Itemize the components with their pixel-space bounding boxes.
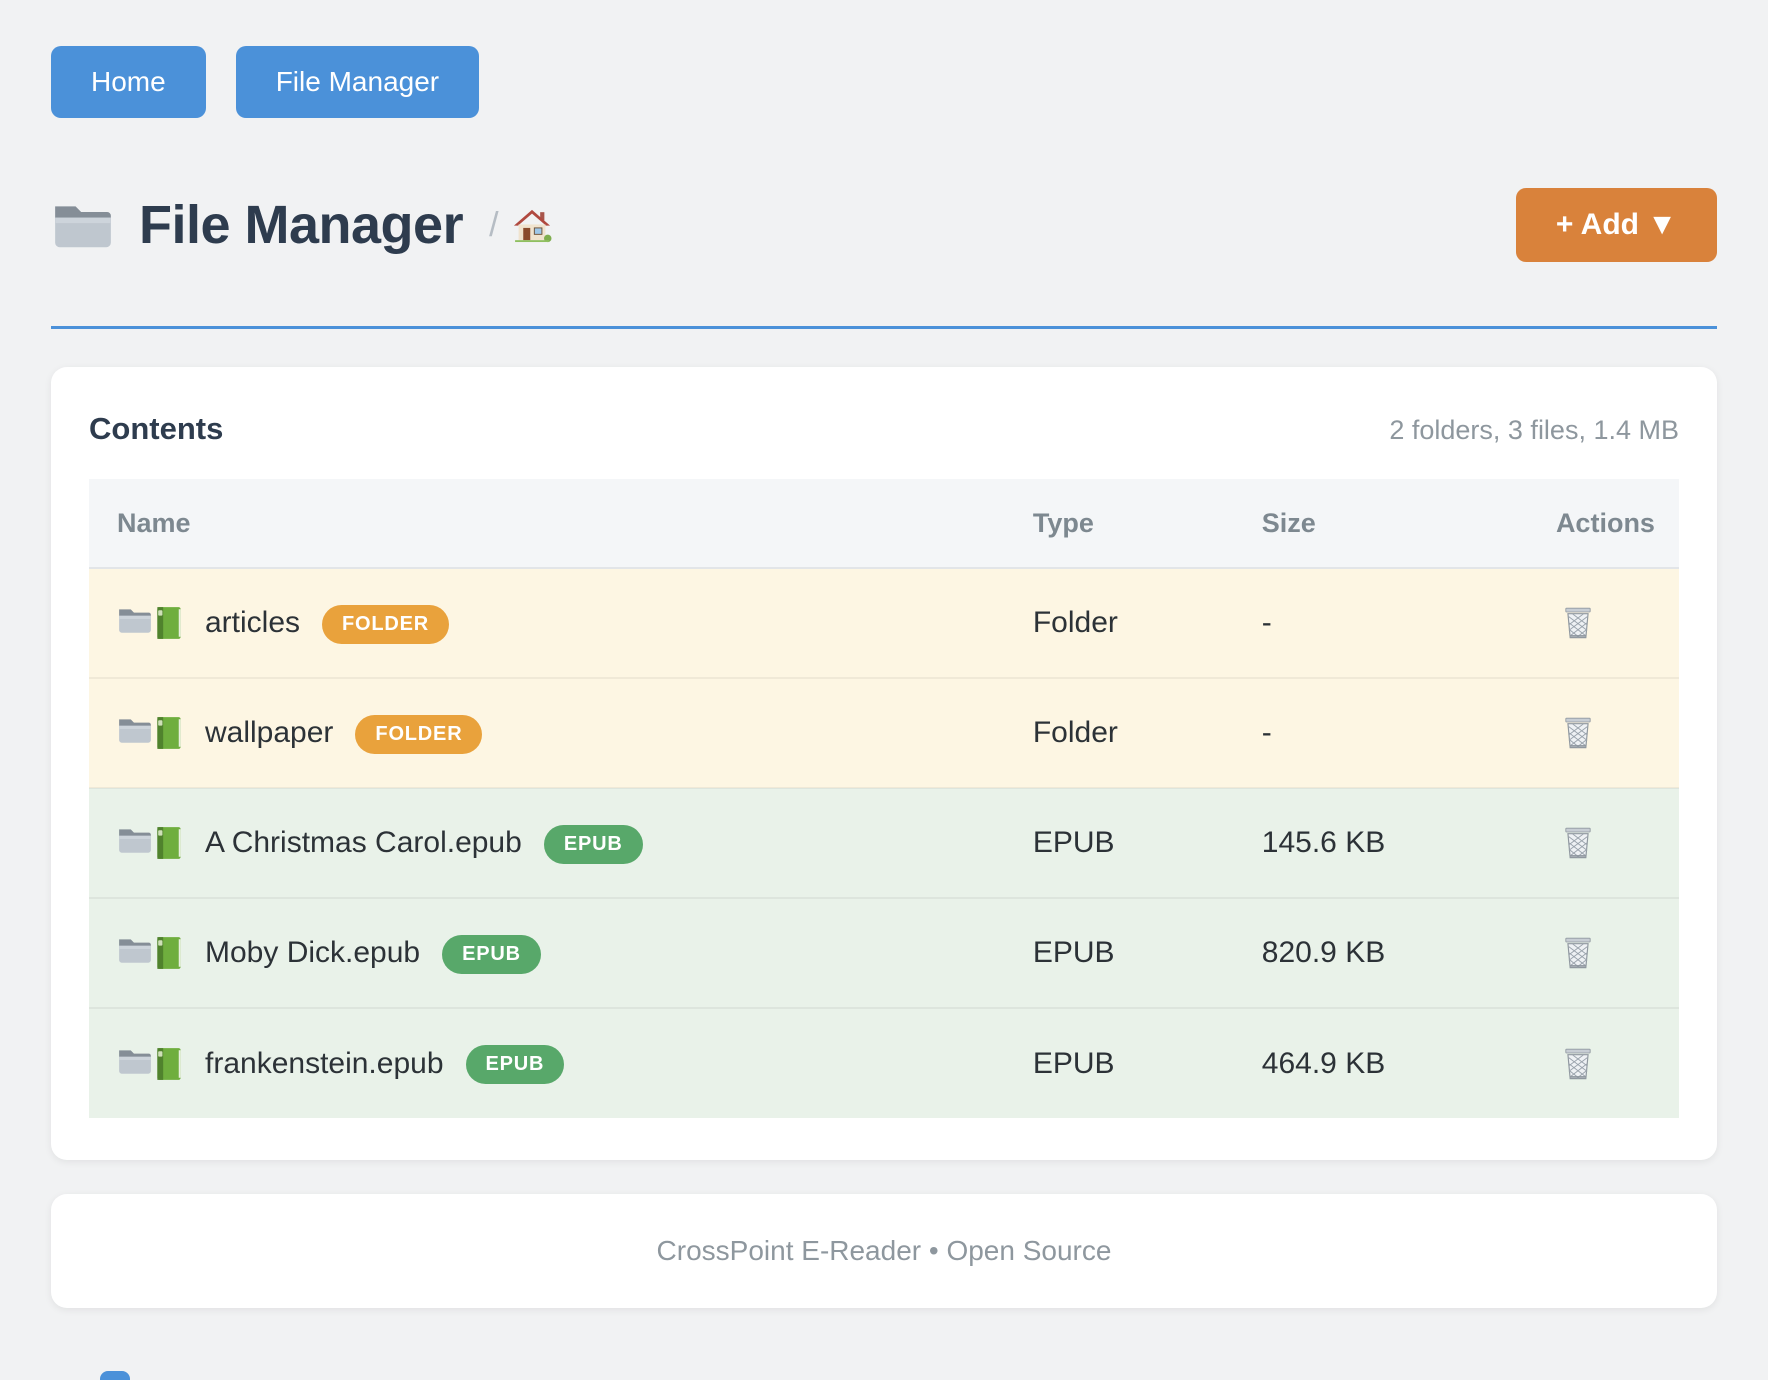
file-size: - [1233,568,1528,678]
book-icon [153,935,185,971]
file-size: 145.6 KB [1233,788,1528,898]
file-type: EPUB [1004,898,1234,1008]
book-icon [153,825,185,861]
file-type-badge: FOLDER [322,604,450,644]
delete-button[interactable] [1556,601,1600,645]
file-size: 464.9 KB [1233,1008,1528,1118]
table-header-row: Name Type Size Actions [89,479,1679,569]
delete-button[interactable] [1556,931,1600,975]
delete-button[interactable] [1556,821,1600,865]
table-row[interactable]: Moby Dick.epub EPUB EPUB 820.9 KB [89,898,1679,1008]
page-title: File Manager [139,195,464,255]
table-row[interactable]: frankenstein.epub EPUB EPUB 464.9 KB [89,1008,1679,1118]
book-icon [153,1046,185,1082]
nav-file-manager-button[interactable]: File Manager [235,46,480,118]
file-type-badge: FOLDER [355,714,483,754]
contents-summary: 2 folders, 3 files, 1.4 MB [1389,415,1679,445]
file-name[interactable]: frankenstein.epub [205,1046,444,1080]
column-header-type: Type [1004,479,1234,569]
folder-icon [117,715,153,751]
breadcrumb-separator: / [489,205,499,244]
house-icon[interactable] [511,205,553,245]
breadcrumb: / [489,205,552,245]
table-row[interactable]: articles FOLDER Folder - [89,568,1679,678]
column-header-size: Size [1233,479,1528,569]
footer: CrossPoint E-Reader • Open Source [51,1194,1717,1308]
add-button[interactable]: + Add ▼ [1515,188,1717,262]
files-table: Name Type Size Actions [89,479,1679,1118]
file-type: EPUB [1004,1008,1234,1118]
folder-icon [117,1046,153,1082]
file-type: Folder [1004,678,1234,788]
delete-button[interactable] [1556,711,1600,755]
table-row[interactable]: wallpaper FOLDER Folder - [89,678,1679,788]
file-name[interactable]: A Christmas Carol.epub [205,826,522,859]
trash-icon [1562,1046,1594,1082]
folder-icon [117,935,153,971]
book-icon [153,715,185,751]
folder-icon [117,825,153,861]
file-name[interactable]: articles [205,606,301,639]
table-body: articles FOLDER Folder - [89,568,1679,1118]
nav-home-button[interactable]: Home [51,46,206,118]
folder-icon [117,605,153,641]
file-size: - [1233,678,1528,788]
file-type-badge: EPUB [442,934,541,974]
file-name[interactable]: wallpaper [205,716,334,749]
file-type-badge: EPUB [543,824,643,864]
trash-icon [1562,825,1594,861]
file-type: EPUB [1004,788,1234,898]
contents-card: Contents 2 folders, 3 files, 1.4 MB Name… [51,367,1717,1160]
folder-icon [51,199,115,251]
delete-button[interactable] [1556,1042,1600,1086]
page-header: File Manager / + Add ▼ [51,188,1717,262]
file-type-badge: EPUB [465,1045,565,1084]
title-group: File Manager / [51,194,553,256]
trash-icon [1562,935,1594,971]
file-type: Folder [1004,568,1234,678]
file-name[interactable]: Moby Dick.epub [205,936,421,969]
card-title: Contents [89,411,224,446]
trash-icon [1562,715,1594,751]
footer-text: CrossPoint E-Reader • Open Source [656,1235,1112,1266]
table-row[interactable]: A Christmas Carol.epub EPUB EPUB 145.6 K… [89,788,1679,898]
column-header-actions: Actions [1527,479,1679,569]
card-header: Contents 2 folders, 3 files, 1.4 MB [89,411,1679,447]
column-header-name: Name [89,479,1005,569]
book-icon [153,605,185,641]
top-nav: Home File Manager [51,46,1717,118]
trash-icon [1562,605,1594,641]
file-size: 820.9 KB [1233,898,1528,1008]
title-divider [51,326,1717,329]
partial-button-fragment [100,1371,130,1380]
